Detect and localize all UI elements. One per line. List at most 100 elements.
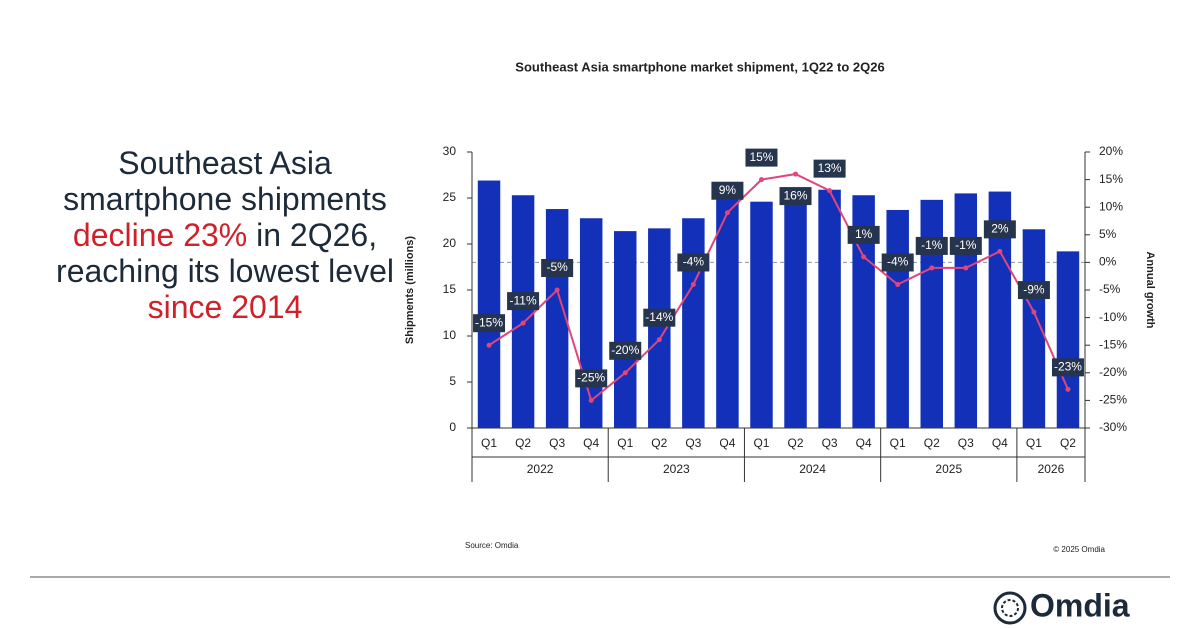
y2-tick-label: -30% [1099,420,1127,434]
value-label: -23% [1051,358,1084,377]
growth-point [793,171,799,177]
x-tick-label: Q4 [992,436,1008,450]
x-tick-label: Q2 [788,436,804,450]
growth-point [588,397,594,403]
value-label-text: -9% [1023,282,1045,296]
growth-point [554,287,560,293]
y-tick-label: 5 [449,374,456,388]
bar [511,195,535,428]
value-label-text: -20% [611,343,639,357]
y-tick-label: 25 [443,190,457,204]
headline-text: Southeast Asia smartphone shipments [63,145,387,217]
value-label-text: -11% [510,293,537,307]
value-label-text: 13% [818,161,842,175]
value-label: 1% [847,225,880,244]
value-label-text: -4% [683,255,705,269]
value-label-text: 9% [719,183,737,197]
value-label-box [949,236,982,255]
x-tick-label: Q1 [1026,436,1042,450]
value-label-text: -1% [955,238,977,252]
value-label: -15% [473,314,506,333]
bar [1056,251,1080,428]
value-label-text: -15% [475,315,503,329]
growth-point [622,370,628,376]
x-tick-label: Q4 [856,436,872,450]
x-group-label: 2023 [663,462,690,476]
x-group-label: 2024 [799,462,826,476]
x-tick-label: Q1 [617,436,633,450]
y2-tick-label: -20% [1099,365,1127,379]
value-label-box [881,253,914,272]
y2-tick-label: 5% [1099,227,1117,241]
y-tick-label: 30 [443,144,457,158]
copyright: © 2025 Omdia [1053,545,1105,554]
bar [579,218,603,428]
growth-point [656,337,662,343]
value-label-box [473,314,506,333]
value-label-text: 1% [855,227,873,241]
value-label-box [643,308,676,327]
logo-icon [993,591,1027,625]
y2-tick-label: -10% [1099,310,1127,324]
bar [988,191,1012,428]
bar [648,228,671,428]
value-label: -11% [507,292,540,311]
x-group-label: 2026 [1038,462,1065,476]
value-label: 15% [745,148,778,167]
x-tick-label: Q2 [1060,436,1076,450]
value-label: 13% [813,159,846,178]
value-label-box [507,292,540,311]
value-label-text: 2% [991,222,1009,236]
bar [1022,229,1046,428]
bar [716,197,739,428]
bar [614,231,637,428]
chart-title: Southeast Asia smartphone market shipmen… [515,59,884,74]
y-tick-label: 0 [449,420,456,434]
value-label: 9% [711,181,744,200]
bar [750,201,773,428]
value-label: -9% [1017,281,1050,300]
y-tick-label: 15 [443,282,457,296]
value-label-text: -14% [645,310,673,324]
bar [954,193,978,428]
y2-tick-label: 15% [1099,172,1123,186]
growth-point [1065,386,1071,392]
x-tick-label: Q2 [651,436,667,450]
growth-point [1031,309,1037,315]
value-label: -20% [609,341,642,360]
headline: Southeast Asia smartphone shipments decl… [45,145,405,325]
value-label-box [813,159,846,178]
y-axis-title: Shipments (millions) [404,236,416,345]
growth-point [929,265,935,271]
x-group-label: 2025 [935,462,962,476]
headline-highlight: since 2014 [147,289,303,325]
headline-text: in 2Q26, reaching its lowest level [56,217,394,289]
x-tick-label: Q1 [481,436,497,450]
value-label-box [609,341,642,360]
value-label-box [847,225,880,244]
value-label-text: -1% [921,238,943,252]
x-group-label: 2022 [527,462,554,476]
x-tick-label: Q2 [924,436,940,450]
growth-point [758,177,764,183]
value-label: -4% [677,253,710,272]
bar [784,196,807,428]
bar [682,218,705,428]
value-label-box [575,369,608,388]
x-tick-label: Q2 [515,436,531,450]
x-tick-label: Q3 [822,436,838,450]
value-label-box [745,148,778,167]
y2-tick-label: 0% [1099,255,1117,269]
growth-point [724,210,730,216]
y2-tick-label: -15% [1099,337,1127,351]
growth-point [895,281,901,287]
x-tick-label: Q4 [719,436,735,450]
value-label: -14% [643,308,676,327]
value-label: -5% [541,259,574,277]
growth-point [486,342,492,348]
value-label-box [711,181,744,200]
value-label-box [915,236,948,255]
value-label: -1% [949,236,982,255]
growth-point [520,320,526,326]
value-label-text: -5% [546,260,568,274]
